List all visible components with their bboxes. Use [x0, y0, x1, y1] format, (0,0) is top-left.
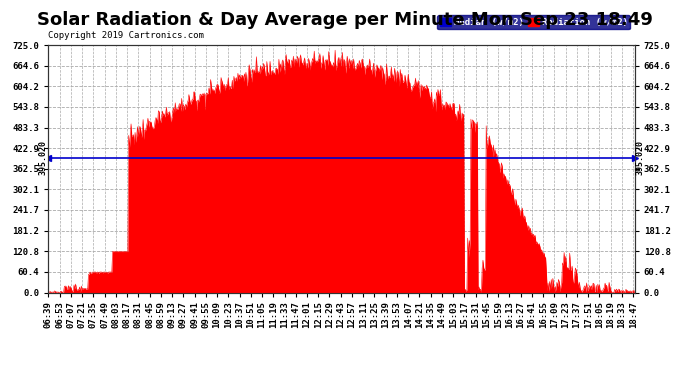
Legend: Median (w/m2), Radiation (w/m2): Median (w/m2), Radiation (w/m2) [437, 15, 630, 29]
Text: 395.020: 395.020 [635, 140, 644, 175]
Text: Copyright 2019 Cartronics.com: Copyright 2019 Cartronics.com [48, 31, 204, 40]
Text: 395.020: 395.020 [39, 140, 48, 175]
Text: Solar Radiation & Day Average per Minute Mon Sep 23 18:49: Solar Radiation & Day Average per Minute… [37, 11, 653, 29]
